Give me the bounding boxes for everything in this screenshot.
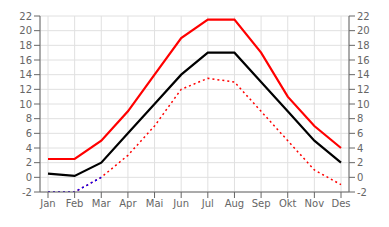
svg-text:Sep: Sep bbox=[252, 198, 271, 209]
svg-text:6: 6 bbox=[26, 128, 32, 139]
svg-text:Des: Des bbox=[331, 198, 350, 209]
svg-text:0: 0 bbox=[357, 172, 363, 183]
svg-text:6: 6 bbox=[357, 128, 363, 139]
svg-text:10: 10 bbox=[19, 99, 32, 110]
svg-text:Okt: Okt bbox=[279, 198, 297, 209]
svg-text:16: 16 bbox=[357, 55, 370, 66]
svg-text:2: 2 bbox=[357, 157, 363, 168]
svg-text:18: 18 bbox=[19, 40, 32, 51]
svg-text:14: 14 bbox=[357, 69, 370, 80]
svg-text:16: 16 bbox=[19, 55, 32, 66]
svg-text:12: 12 bbox=[19, 84, 32, 95]
svg-text:22: 22 bbox=[357, 11, 370, 22]
svg-text:Apr: Apr bbox=[119, 198, 137, 209]
svg-text:-2: -2 bbox=[357, 187, 367, 198]
svg-text:8: 8 bbox=[357, 113, 363, 124]
svg-text:-2: -2 bbox=[22, 187, 32, 198]
svg-text:12: 12 bbox=[357, 84, 370, 95]
svg-text:8: 8 bbox=[26, 113, 32, 124]
svg-text:10: 10 bbox=[357, 99, 370, 110]
svg-text:18: 18 bbox=[357, 40, 370, 51]
svg-text:Aug: Aug bbox=[225, 198, 245, 209]
svg-text:22: 22 bbox=[19, 11, 32, 22]
svg-text:4: 4 bbox=[357, 143, 363, 154]
svg-text:2: 2 bbox=[26, 157, 32, 168]
svg-text:Jun: Jun bbox=[172, 198, 189, 209]
svg-text:Mai: Mai bbox=[146, 198, 164, 209]
svg-text:20: 20 bbox=[19, 25, 32, 36]
svg-text:14: 14 bbox=[19, 69, 32, 80]
svg-text:Feb: Feb bbox=[66, 198, 84, 209]
svg-text:Mar: Mar bbox=[92, 198, 112, 209]
svg-text:0: 0 bbox=[26, 172, 32, 183]
svg-text:Jan: Jan bbox=[39, 198, 55, 209]
svg-text:4: 4 bbox=[26, 143, 32, 154]
svg-text:20: 20 bbox=[357, 25, 370, 36]
svg-text:Nov: Nov bbox=[305, 198, 325, 209]
svg-text:Jul: Jul bbox=[201, 198, 214, 209]
